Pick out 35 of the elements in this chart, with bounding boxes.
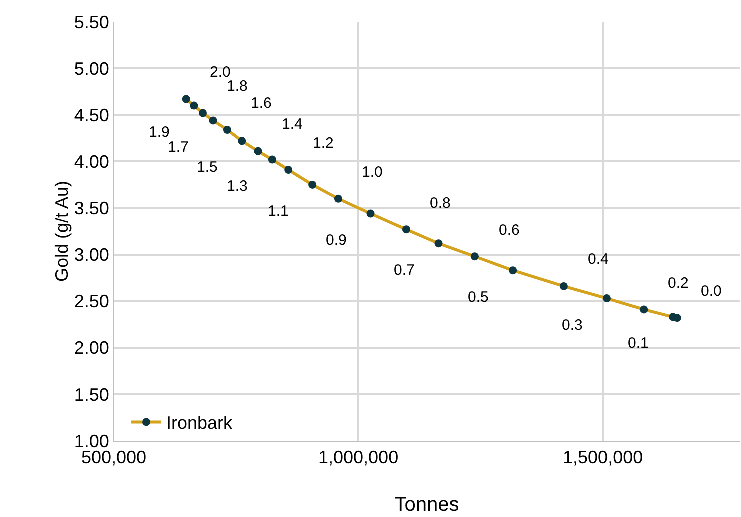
y-tick-label: 4.50 — [74, 105, 110, 126]
y-tick-label: 4.00 — [74, 152, 110, 172]
y-tick-label: 2.50 — [74, 292, 110, 312]
annotation: 0.7 — [394, 262, 415, 279]
annotation: 0.4 — [588, 251, 609, 268]
annotation: 2.0 — [210, 64, 231, 81]
y-tick-label: 3.50 — [74, 198, 110, 219]
annotation: 0.3 — [562, 317, 583, 334]
annotation: 0.2 — [668, 275, 689, 292]
x-tick-label: 1,000,000 — [318, 448, 399, 468]
annotation: 1.1 — [268, 203, 289, 220]
annotation: 1.0 — [362, 164, 383, 181]
annotation: 1.8 — [227, 78, 248, 95]
annotation: 0.9 — [326, 232, 347, 249]
annotation: 1.3 — [227, 178, 248, 195]
y-tick-label: 3.00 — [74, 245, 110, 266]
y-tick-label: 1.50 — [74, 384, 110, 405]
annotation: 1.9 — [149, 124, 170, 141]
annotation: 1.5 — [197, 159, 218, 176]
annotation: 0.8 — [430, 195, 451, 212]
y-tick-label: 5.50 — [74, 12, 110, 32]
annotation: 0.1 — [628, 335, 649, 352]
y-axis-title: Gold (g/t Au) — [52, 180, 72, 282]
y-tick-label: 5.00 — [74, 58, 110, 79]
annotation: 1.7 — [168, 139, 189, 156]
annotation: 0.5 — [468, 289, 489, 306]
x-tick-label: 1,500,000 — [563, 448, 644, 468]
legend-label: Ironbark — [166, 413, 234, 434]
annotation: 1.6 — [251, 95, 272, 112]
annotation: 1.4 — [282, 116, 303, 133]
annotation: 0.0 — [701, 283, 722, 300]
x-axis-title: Tonnes — [394, 494, 460, 516]
annotation: 0.6 — [499, 222, 520, 239]
annotation: 1.2 — [313, 135, 334, 152]
y-tick-label: 2.00 — [74, 338, 110, 358]
